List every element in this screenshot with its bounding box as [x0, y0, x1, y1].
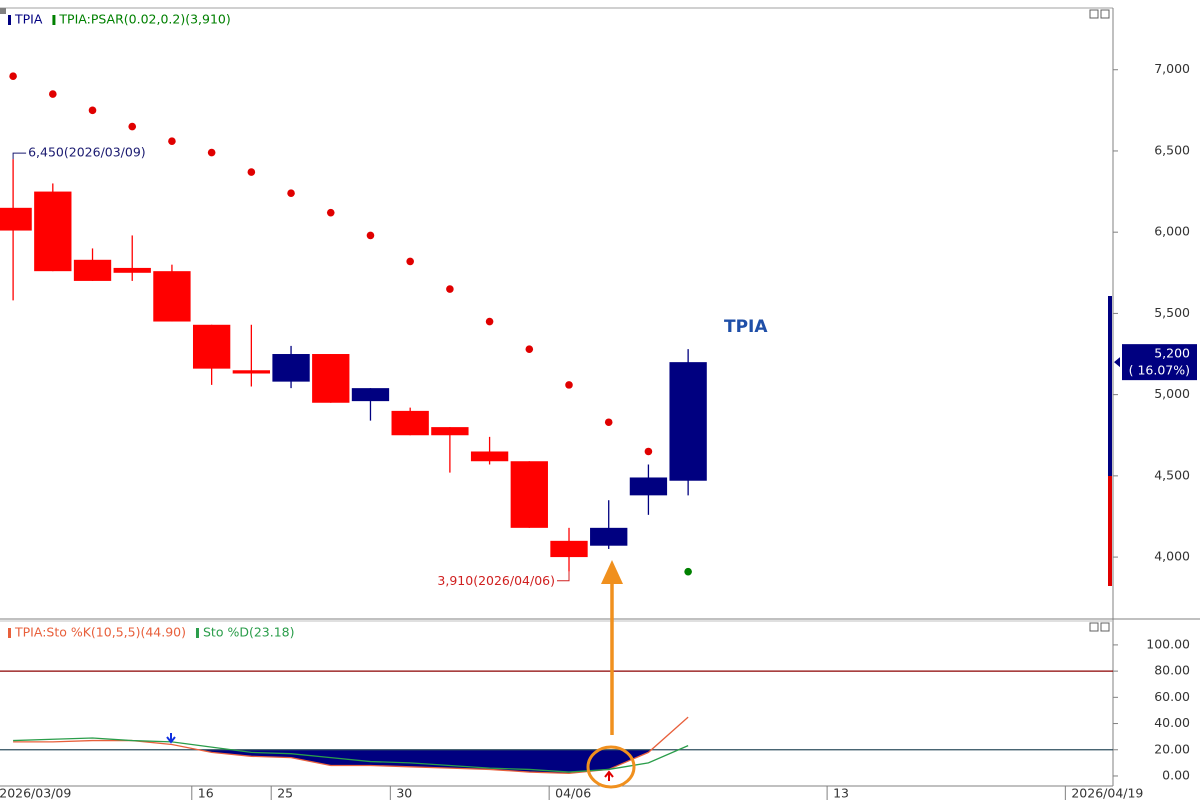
panel-button[interactable]	[1089, 9, 1099, 19]
symbol-label: TPIA	[724, 317, 768, 337]
psar-dot	[207, 148, 216, 157]
psar-dot	[366, 231, 375, 240]
legend-label: TPIA:PSAR(0.02,0.2)(3,910)	[58, 12, 230, 27]
y-tick-label: 40.00	[1154, 715, 1190, 730]
last-price-box	[1122, 344, 1197, 381]
legend-swatch	[8, 15, 11, 25]
signal-arrow	[166, 733, 176, 744]
annotation-hook	[557, 571, 570, 582]
psar-dot	[644, 447, 653, 456]
psar-dot	[604, 418, 613, 427]
y-tick-label: 4,500	[1154, 467, 1190, 482]
candle-body	[232, 370, 271, 374]
legend-swatch	[8, 628, 11, 638]
candle-body	[272, 354, 310, 382]
candle-body	[510, 461, 548, 528]
candle-body	[192, 324, 231, 369]
psar-dot	[406, 257, 414, 266]
y-tick-label: 5,500	[1154, 305, 1190, 320]
last-price-change: ( 16.07%)	[1129, 363, 1190, 378]
y-tick-label: 6,000	[1154, 224, 1190, 239]
y-tick-label: 6,500	[1154, 142, 1190, 157]
psar-dot	[247, 168, 256, 176]
candle-body	[629, 477, 668, 496]
axes: 4,000 4,500 5,000 5,500 6,000 6,500 7,000 6,450…	[0, 61, 1197, 800]
price-panel	[0, 72, 707, 582]
annotation: 3,910(2026/04/06)	[437, 573, 555, 588]
candle-body	[34, 191, 72, 272]
psar-dot	[326, 208, 335, 217]
last-price-pointer	[1114, 357, 1120, 368]
annotation-hook	[12, 152, 27, 160]
y-tick-label: 20.00	[1154, 741, 1190, 756]
candle-body	[0, 207, 32, 231]
highlight-arrowhead	[601, 560, 623, 584]
legend: TPIA TPIA:PSAR(0.02,0.2)(3,910) TPIA:Sto %…	[8, 12, 294, 640]
psar-dot	[525, 345, 534, 353]
psar-dot	[168, 137, 176, 146]
psar-dot	[88, 106, 97, 115]
range-bar	[1108, 476, 1112, 586]
panel-button[interactable]	[1100, 622, 1110, 632]
panel-icon	[0, 8, 6, 14]
legend-swatch	[52, 15, 56, 25]
y-tick-label: 0.00	[1162, 767, 1190, 782]
highlight-circle	[586, 745, 636, 789]
y-tick-label: 60.00	[1154, 689, 1190, 704]
x-tick-label: 25	[277, 786, 293, 800]
candle-body	[669, 362, 707, 481]
candle-body	[113, 267, 151, 273]
annotation: 6,450(2026/03/09)	[28, 145, 146, 160]
candle-body	[431, 427, 469, 436]
legend-label: Sto %D(23.18)	[203, 625, 295, 640]
candle-body	[590, 527, 628, 546]
psar-dot	[485, 317, 494, 326]
candle-body	[470, 451, 509, 462]
psar-dot	[49, 90, 57, 98]
range-bar	[1108, 296, 1112, 476]
candle-body	[312, 354, 350, 403]
indicator-line	[13, 737, 689, 773]
panel-button[interactable]	[1089, 622, 1099, 632]
y-tick-label: 100.00	[1146, 636, 1190, 651]
psar-dot	[128, 122, 137, 131]
x-tick-label: 2026/03/09	[0, 786, 71, 800]
psar-dot	[446, 285, 454, 293]
psar-dot	[9, 72, 17, 81]
psar-dot	[565, 381, 573, 389]
y-tick-label: 4,000	[1154, 549, 1190, 564]
x-tick-label: 13	[833, 786, 849, 800]
x-tick-label: 2026/04/19	[1071, 786, 1143, 800]
signal-arrow	[604, 770, 614, 781]
oversold-area	[13, 749, 689, 774]
legend-swatch	[195, 628, 199, 638]
candle-body	[391, 410, 429, 436]
candle-body	[73, 259, 112, 281]
psar-dot	[684, 567, 692, 576]
psar-dot	[287, 189, 295, 197]
candle-body	[153, 271, 191, 322]
legend-label: TPIA:Sto %K(10,5,5)(44.90)	[14, 625, 186, 640]
stochastic-panel	[0, 670, 1113, 775]
y-tick-label: 80.00	[1154, 663, 1190, 678]
last-price-label: 5,200	[1154, 346, 1190, 361]
x-tick-label: 16	[198, 786, 214, 800]
y-tick-label: 5,000	[1154, 386, 1190, 401]
x-tick-label: 04/06	[555, 786, 591, 800]
y-tick-label: 7,000	[1154, 61, 1190, 76]
x-tick-label: 30	[396, 786, 412, 800]
legend-label: TPIA	[14, 12, 43, 27]
panel-button[interactable]	[1100, 9, 1110, 19]
candle-body	[550, 540, 588, 558]
candle-body	[351, 388, 390, 402]
